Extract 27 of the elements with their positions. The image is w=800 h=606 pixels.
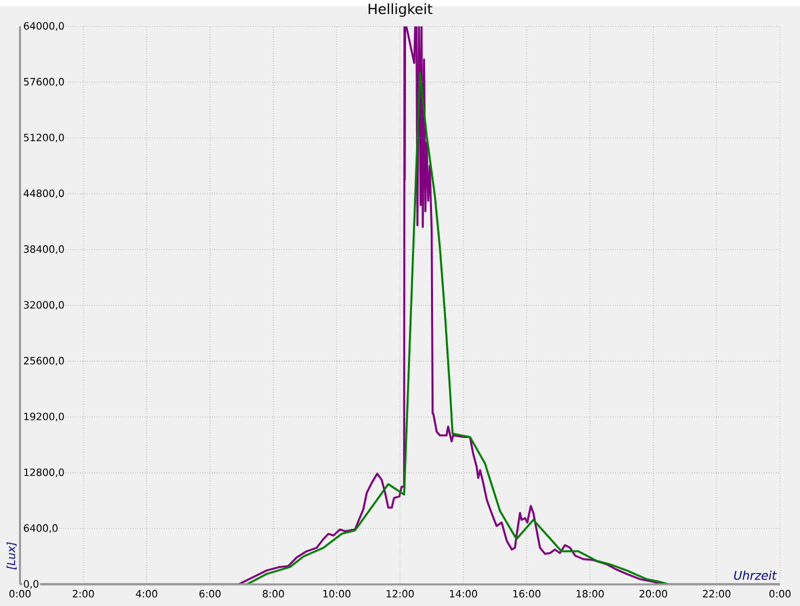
- y-tick-label: 64000,0: [24, 22, 64, 30]
- x-tick-label: 0:00: [769, 590, 791, 598]
- y-tick-label: 32000,0: [24, 300, 64, 310]
- chart-title: Helligkeit: [368, 3, 432, 17]
- x-tick-label: 8:00: [262, 590, 284, 598]
- y-axis-title: [Lux]: [6, 542, 16, 570]
- y-tick-label: 57600,0: [24, 78, 64, 86]
- x-tick-label: 20:00: [640, 590, 668, 598]
- y-tick-label: 19200,0: [24, 412, 64, 422]
- x-tick-label: 6:00: [199, 590, 221, 598]
- y-tick-label: 51200,0: [24, 134, 64, 142]
- y-tick-label: 12800,0: [24, 468, 64, 477]
- y-tick-label: 44800,0: [24, 189, 64, 198]
- x-tick-label: 12:00: [386, 590, 414, 598]
- x-tick-label: 0:00: [9, 590, 31, 598]
- x-tick-label: 2:00: [72, 590, 94, 598]
- x-axis-title: Uhrzeit: [734, 570, 777, 580]
- x-tick-label: 22:00: [702, 590, 730, 598]
- x-tick-label: 10:00: [323, 590, 350, 598]
- y-tick-label: 6400,0: [24, 524, 58, 533]
- y-tick-label: 25600,0: [24, 356, 64, 366]
- x-tick-label: 16:00: [513, 590, 540, 598]
- x-tick-label: 4:00: [136, 590, 158, 598]
- x-tick-label: 14:00: [450, 590, 478, 598]
- y-tick-label: 38400,0: [24, 245, 64, 254]
- x-tick-label: 18:00: [576, 590, 604, 598]
- y-tick-label: 0,0: [24, 580, 38, 588]
